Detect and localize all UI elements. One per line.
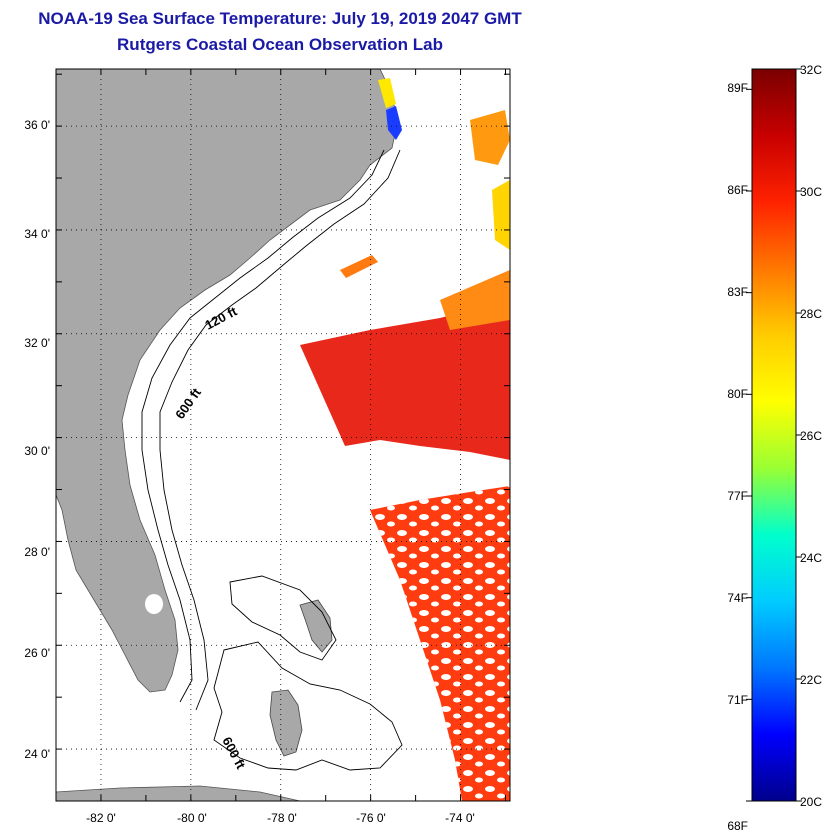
lon-label: -82 0' xyxy=(86,811,116,825)
lon-label: -78 0' xyxy=(267,811,297,825)
latitude-axis: 36 0' 34 0' 32 0' 30 0' 28 0' 26 0' 24 0… xyxy=(24,118,50,761)
celsius-label: 30C xyxy=(800,185,822,199)
map-subtitle: Rutgers Coastal Ocean Observation Lab xyxy=(117,35,443,54)
contour-120ft xyxy=(141,149,385,703)
fahrenheit-label: 86F xyxy=(727,183,748,197)
contour-600ft xyxy=(159,149,401,711)
celsius-label: 32C xyxy=(800,63,822,77)
contour-label-120ft: 120 ft xyxy=(202,303,240,333)
map-plot-area xyxy=(56,69,510,801)
celsius-label: 22C xyxy=(800,673,822,687)
fahrenheit-label: 77F xyxy=(727,489,748,503)
celsius-label: 20C xyxy=(800,795,822,809)
lon-label: -80 0' xyxy=(177,811,207,825)
celsius-label: 28C xyxy=(800,307,822,321)
fahrenheit-label: 74F xyxy=(727,591,748,605)
colorbar-ticks xyxy=(746,68,802,802)
lat-label: 28 0' xyxy=(24,545,50,559)
lat-label: 26 0' xyxy=(24,646,50,660)
bahamas-abaco xyxy=(299,599,333,653)
lake-okeechobee xyxy=(145,594,163,614)
us-land-mass xyxy=(56,69,399,693)
lat-label: 36 0' xyxy=(24,118,50,132)
fahrenheit-label: 89F xyxy=(727,81,748,95)
longitude-axis: -82 0' -80 0' -78 0' -76 0' -74 0' xyxy=(86,811,475,825)
lon-label: -76 0' xyxy=(356,811,386,825)
lat-label: 32 0' xyxy=(24,336,50,350)
map-frame xyxy=(55,68,511,802)
fahrenheit-label: 80F xyxy=(727,387,748,401)
contour-label-600ft-bahamas: 600 ft xyxy=(219,734,249,772)
temperature-colorbar: 32C 30C 28C 26C 24C 22C 20C 89F 86F 83F … xyxy=(727,63,822,832)
contour-bahamas xyxy=(213,575,403,771)
sst-swath-south-clouds xyxy=(370,486,510,801)
sst-cold-plume xyxy=(386,106,402,140)
fahrenheit-label: 71F xyxy=(727,693,748,707)
fahrenheit-label: 68F xyxy=(727,819,748,832)
sst-patch-east-yellow xyxy=(492,180,510,250)
lat-label: 24 0' xyxy=(24,747,50,761)
contour-label-600ft: 600 ft xyxy=(172,385,204,422)
lat-label: 34 0' xyxy=(24,227,50,241)
cuba-land xyxy=(56,785,301,801)
sst-patch-northeast xyxy=(470,110,510,165)
bahamas-andros xyxy=(269,689,303,757)
lat-lon-grid xyxy=(56,69,510,801)
sst-patch-mid-orange xyxy=(440,270,510,330)
fahrenheit-label: 83F xyxy=(727,285,748,299)
sst-plume-edge xyxy=(378,78,396,108)
lat-label: 30 0' xyxy=(24,444,50,458)
colorbar-bar xyxy=(751,68,797,802)
lon-label: -74 0' xyxy=(445,811,475,825)
celsius-label: 26C xyxy=(800,429,822,443)
map-title: NOAA-19 Sea Surface Temperature: July 19… xyxy=(38,9,522,28)
celsius-label: 24C xyxy=(800,551,822,565)
sst-patch-offshore xyxy=(340,255,378,278)
sst-swath-north xyxy=(300,300,510,460)
frame-ticks xyxy=(56,69,510,802)
